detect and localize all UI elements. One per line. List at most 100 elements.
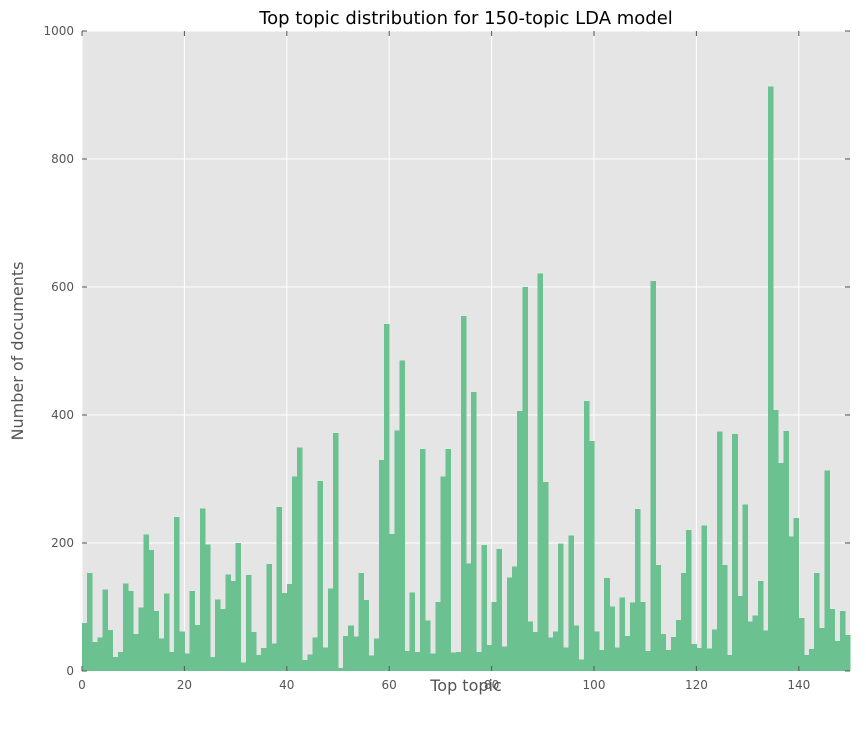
bar (297, 447, 303, 671)
bar (681, 573, 687, 671)
bar (732, 434, 738, 671)
bar-series (82, 86, 851, 672)
bar (373, 638, 380, 671)
bar (558, 543, 564, 671)
x-tick-label: 140 (787, 678, 810, 692)
bar (737, 596, 743, 671)
bar (532, 631, 539, 671)
bar (614, 647, 620, 671)
bar (189, 591, 196, 671)
bar (803, 655, 810, 671)
bar (542, 482, 549, 671)
x-tick-label: 40 (279, 678, 294, 692)
bar (210, 656, 216, 671)
bar (512, 566, 518, 671)
x-tick-label: 100 (583, 678, 606, 692)
y-tick-label: 1000 (43, 24, 74, 38)
bar (174, 516, 180, 671)
bar (148, 550, 155, 671)
bar (645, 651, 651, 671)
bar (276, 507, 283, 671)
bar (839, 610, 846, 671)
bar (563, 647, 569, 671)
bar (553, 631, 559, 671)
bar (466, 563, 472, 671)
bar (102, 589, 108, 671)
bar (670, 637, 677, 671)
bar (250, 631, 257, 671)
bar (194, 624, 201, 671)
bar (578, 659, 585, 671)
bar (215, 599, 221, 671)
bar (696, 647, 702, 671)
bar (322, 647, 329, 671)
bar (747, 621, 754, 671)
bar (430, 653, 436, 671)
bar (655, 564, 661, 671)
bar (169, 651, 175, 671)
bar (87, 573, 93, 671)
y-tick-label: 0 (66, 664, 74, 678)
bar (722, 564, 728, 671)
bar (440, 476, 446, 671)
bar (588, 441, 595, 671)
bar (583, 400, 590, 671)
bar (291, 476, 298, 671)
bar (496, 548, 503, 671)
bar (425, 620, 431, 671)
bar (798, 617, 805, 671)
bar (158, 638, 165, 671)
bar (460, 315, 467, 671)
bar (599, 649, 605, 671)
bar (834, 640, 841, 671)
bar (338, 667, 344, 671)
bar (302, 660, 308, 671)
x-tick-label: 0 (78, 678, 86, 692)
bar (184, 653, 190, 671)
bar (261, 647, 267, 671)
bar (711, 629, 718, 671)
bar (522, 287, 528, 671)
bar (742, 504, 748, 671)
bar (286, 583, 293, 671)
bar (363, 599, 370, 671)
bar (92, 642, 98, 671)
bar (128, 591, 134, 671)
bar (491, 601, 498, 671)
bar (312, 637, 318, 671)
bar (399, 360, 405, 671)
bar (701, 525, 708, 671)
bar (97, 637, 103, 671)
bar (547, 637, 554, 671)
bar (675, 619, 682, 671)
bar (486, 644, 492, 671)
bar (409, 592, 416, 671)
bar (358, 573, 364, 671)
bar (609, 606, 615, 671)
axis-ticks (81, 30, 850, 672)
x-tick-label: 120 (685, 678, 708, 692)
bar (814, 573, 820, 671)
x-tick-label: 80 (484, 678, 499, 692)
bar (640, 601, 646, 671)
bar (332, 432, 339, 671)
bar (343, 635, 349, 671)
bar (809, 649, 815, 671)
bar (133, 633, 139, 671)
chart-title: Top topic distribution for 150-topic LDA… (258, 8, 673, 29)
bar (757, 580, 764, 671)
y-tick-labels: 0 200 400 600 800 1000 (43, 24, 74, 678)
bar (665, 649, 672, 671)
bar (537, 273, 544, 671)
bar (348, 625, 354, 671)
bar (353, 636, 359, 671)
bar (404, 651, 411, 671)
bar (266, 564, 272, 671)
bar (389, 534, 395, 671)
bar (82, 623, 88, 671)
bar (471, 391, 477, 671)
bar (445, 448, 452, 671)
bar (163, 593, 170, 671)
bar (225, 574, 231, 671)
